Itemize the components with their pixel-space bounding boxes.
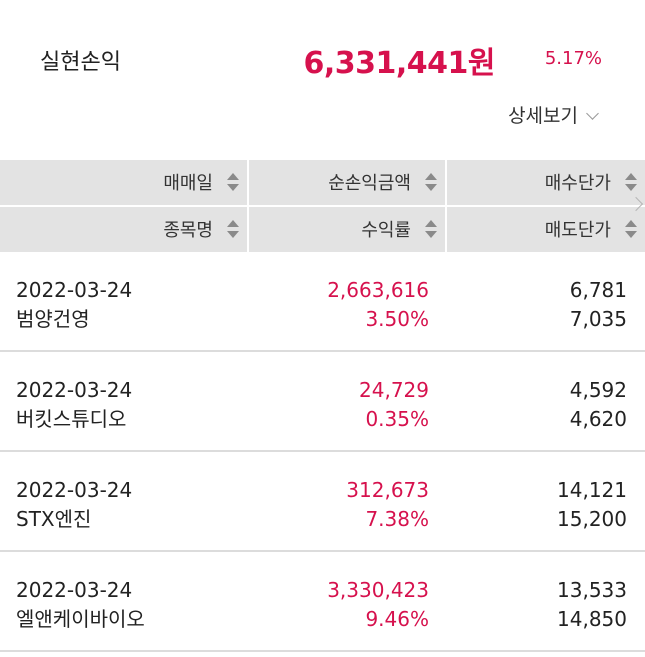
stock-name: STX엔진	[16, 507, 92, 531]
sort-icon	[227, 220, 239, 238]
trade-date: 2022-03-24	[16, 278, 133, 302]
table-row[interactable]: 2022-03-24 STX엔진 312,673 7.38% 14,121 15…	[0, 452, 645, 552]
table-row[interactable]: 2022-03-24 버킷스튜디오 24,729 0.35% 4,592 4,6…	[0, 352, 645, 452]
header-buy-price: 매수단가	[544, 173, 611, 194]
stock-name: 범양건영	[16, 307, 90, 331]
sort-trade-date[interactable]: 매매일	[0, 160, 247, 204]
header-return-rate: 수익률	[361, 220, 411, 241]
table-header: 매매일 순손익금액 매수단가 종목명 수익률 매도단가	[0, 160, 645, 252]
sort-icon	[227, 173, 239, 191]
sort-sell-price[interactable]: 매도단가	[447, 207, 645, 251]
sort-icon	[625, 220, 637, 238]
sort-icon	[425, 220, 437, 238]
sort-net-profit[interactable]: 순손익금액	[249, 160, 445, 204]
header-sell-price: 매도단가	[544, 220, 611, 241]
trade-date: 2022-03-24	[16, 478, 133, 502]
row-divider	[0, 205, 645, 207]
realized-pnl-summary: 실현손익 6,331,441원 5.17% 상세보기	[0, 0, 645, 160]
buy-price: 6,781	[569, 278, 627, 302]
sell-price: 15,200	[557, 507, 627, 531]
header-net-profit: 순손익금액	[328, 173, 411, 194]
sell-price: 7,035	[569, 307, 627, 331]
net-profit: 312,673	[346, 478, 429, 502]
sell-price: 14,850	[557, 607, 627, 631]
return-rate: 3.50%	[365, 307, 429, 331]
view-details-label: 상세보기	[508, 105, 578, 127]
net-profit: 24,729	[359, 378, 429, 402]
net-profit: 3,330,423	[327, 578, 429, 602]
sort-icon	[425, 173, 437, 191]
sort-stock-name[interactable]: 종목명	[0, 207, 247, 251]
summary-rate: 5.17%	[544, 48, 602, 69]
trade-list: 2022-03-24 범양건영 2,663,616 3.50% 6,781 7,…	[0, 252, 645, 652]
buy-price: 4,592	[569, 378, 627, 402]
summary-amount: 6,331,441원	[303, 46, 495, 81]
return-rate: 9.46%	[365, 607, 429, 631]
sort-buy-price[interactable]: 매수단가	[447, 160, 645, 204]
sort-icon	[625, 173, 637, 191]
net-profit: 2,663,616	[327, 278, 429, 302]
return-rate: 0.35%	[365, 407, 429, 431]
buy-price: 13,533	[557, 578, 627, 602]
stock-name: 엘앤케이바이오	[16, 607, 145, 631]
header-trade-date: 매매일	[163, 173, 213, 194]
sort-return-rate[interactable]: 수익률	[249, 207, 445, 251]
return-rate: 7.38%	[365, 507, 429, 531]
header-stock-name: 종목명	[163, 220, 213, 241]
sell-price: 4,620	[569, 407, 627, 431]
view-details-button[interactable]: 상세보기	[508, 101, 599, 128]
summary-label: 실현손익	[40, 50, 121, 75]
trade-date: 2022-03-24	[16, 578, 133, 602]
table-row[interactable]: 2022-03-24 엘앤케이바이오 3,330,423 9.46% 13,53…	[0, 552, 645, 652]
chevron-down-icon	[586, 107, 599, 120]
stock-name: 버킷스튜디오	[16, 407, 127, 431]
buy-price: 14,121	[557, 478, 627, 502]
trade-date: 2022-03-24	[16, 378, 133, 402]
table-row[interactable]: 2022-03-24 범양건영 2,663,616 3.50% 6,781 7,…	[0, 252, 645, 352]
